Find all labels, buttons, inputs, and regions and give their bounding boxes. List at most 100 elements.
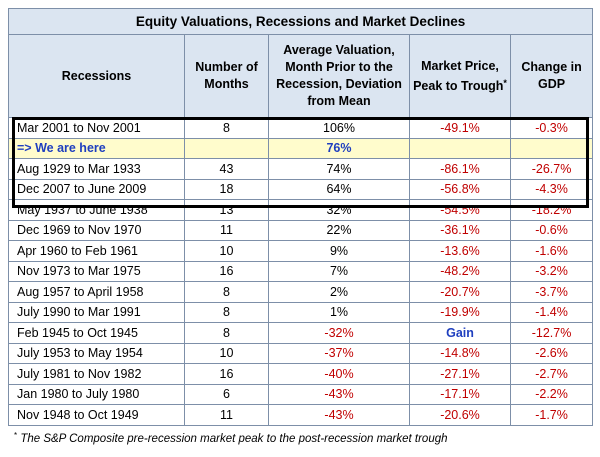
cell-months: 8 <box>184 322 269 344</box>
cell-recession: Nov 1948 to Oct 1949 <box>8 404 185 426</box>
cell-valuation: -40% <box>268 363 410 385</box>
cell-months: 18 <box>184 178 269 200</box>
cell-gdp: -2.7% <box>509 363 594 385</box>
cell-market-price: -20.7% <box>409 281 511 303</box>
recessions-table: Equity Valuations, Recessions and Market… <box>7 8 594 426</box>
cell-recession: Jan 1980 to July 1980 <box>8 383 185 405</box>
header-gdp: Change in GDP <box>509 34 594 118</box>
cell-months: 10 <box>184 240 269 262</box>
cell-months: 8 <box>184 117 269 139</box>
cell-recession: May 1937 to June 1938 <box>8 199 185 221</box>
cell-gdp: -12.7% <box>509 322 594 344</box>
cell-recession: July 1990 to Mar 1991 <box>8 301 185 323</box>
table-row: => We are here 76% <box>8 137 594 159</box>
cell-valuation: 9% <box>268 240 410 262</box>
cell-valuation: 76% <box>268 137 410 159</box>
cell-months: 11 <box>184 404 269 426</box>
cell-valuation: 64% <box>268 178 410 200</box>
cell-market-price: -36.1% <box>409 219 511 241</box>
cell-gdp: -4.3% <box>509 178 594 200</box>
table-row: Nov 1973 to Mar 1975 16 7% -48.2% -3.2% <box>8 260 594 282</box>
cell-valuation: 74% <box>268 158 410 180</box>
table-row: July 1981 to Nov 1982 16 -40% -27.1% -2.7% <box>8 363 594 385</box>
cell-months: 10 <box>184 342 269 364</box>
table-body: Mar 2001 to Nov 2001 8 106% -49.1% -0.3% => W… <box>8 117 594 426</box>
cell-market-price: -56.8% <box>409 178 511 200</box>
table-row: Aug 1957 to April 1958 8 2% -20.7% -3.7% <box>8 281 594 303</box>
cell-gdp: -2.6% <box>509 342 594 364</box>
cell-recession: July 1953 to May 1954 <box>8 342 185 364</box>
cell-market-price: -19.9% <box>409 301 511 323</box>
table-row: Dec 2007 to June 2009 18 64% -56.8% -4.3% <box>8 178 594 200</box>
cell-months: 16 <box>184 363 269 385</box>
header-market-price: Market Price, Peak to Trough* <box>409 34 511 118</box>
cell-valuation: 32% <box>268 199 410 221</box>
cell-market-price: -54.5% <box>409 199 511 221</box>
cell-gdp: -18.2% <box>509 199 594 221</box>
table-row: Mar 2001 to Nov 2001 8 106% -49.1% -0.3% <box>8 117 594 139</box>
cell-valuation: 7% <box>268 260 410 282</box>
cell-months: 43 <box>184 158 269 180</box>
cell-months: 13 <box>184 199 269 221</box>
footnote: * The S&P Composite pre-recession market… <box>14 431 448 445</box>
cell-gdp: -2.2% <box>509 383 594 405</box>
cell-market-price: -48.2% <box>409 260 511 282</box>
cell-gdp: -26.7% <box>509 158 594 180</box>
table-row: July 1990 to Mar 1991 8 1% -19.9% -1.4% <box>8 301 594 323</box>
header-valuation: Average Valuation, Month Prior to the Rece… <box>268 34 410 118</box>
cell-gdp: -0.3% <box>509 117 594 139</box>
table-row: Dec 1969 to Nov 1970 11 22% -36.1% -0.6% <box>8 219 594 241</box>
cell-valuation: 2% <box>268 281 410 303</box>
cell-valuation: -32% <box>268 322 410 344</box>
cell-gdp: -3.7% <box>509 281 594 303</box>
cell-valuation: -43% <box>268 404 410 426</box>
cell-months: 16 <box>184 260 269 282</box>
cell-recession: Mar 2001 to Nov 2001 <box>8 117 185 139</box>
table-row: Nov 1948 to Oct 1949 11 -43% -20.6% -1.7% <box>8 404 594 426</box>
cell-valuation: -37% <box>268 342 410 364</box>
cell-gdp: -1.4% <box>509 301 594 323</box>
cell-valuation: 1% <box>268 301 410 323</box>
header-recessions: Recessions <box>8 34 185 118</box>
cell-recession: Aug 1957 to April 1958 <box>8 281 185 303</box>
cell-months: 8 <box>184 281 269 303</box>
table-row: July 1953 to May 1954 10 -37% -14.8% -2.6% <box>8 342 594 364</box>
cell-market-price: -86.1% <box>409 158 511 180</box>
cell-recession: Aug 1929 to Mar 1933 <box>8 158 185 180</box>
cell-months: 8 <box>184 301 269 323</box>
table-row: Jan 1980 to July 1980 6 -43% -17.1% -2.2% <box>8 383 594 405</box>
cell-valuation: -43% <box>268 383 410 405</box>
cell-gdp: -3.2% <box>509 260 594 282</box>
table-title: Equity Valuations, Recessions and Market… <box>7 8 594 35</box>
cell-market-price: -17.1% <box>409 383 511 405</box>
cell-market-price: -20.6% <box>409 404 511 426</box>
cell-gdp: -1.7% <box>509 404 594 426</box>
cell-market-price: -14.8% <box>409 342 511 364</box>
table-row: May 1937 to June 1938 13 32% -54.5% -18.2% <box>8 199 594 221</box>
table-row: Aug 1929 to Mar 1933 43 74% -86.1% -26.7% <box>8 158 594 180</box>
cell-recession: Nov 1973 to Mar 1975 <box>8 260 185 282</box>
cell-recession: July 1981 to Nov 1982 <box>8 363 185 385</box>
cell-gdp: -0.6% <box>509 219 594 241</box>
cell-market-price: -13.6% <box>409 240 511 262</box>
cell-recession: Dec 2007 to June 2009 <box>8 178 185 200</box>
cell-valuation: 22% <box>268 219 410 241</box>
cell-market-price: -27.1% <box>409 363 511 385</box>
cell-market-price: Gain <box>409 322 511 344</box>
cell-recession: Apr 1960 to Feb 1961 <box>8 240 185 262</box>
cell-months: 11 <box>184 219 269 241</box>
cell-valuation: 106% <box>268 117 410 139</box>
cell-recession: Dec 1969 to Nov 1970 <box>8 219 185 241</box>
cell-gdp: -1.6% <box>509 240 594 262</box>
cell-months <box>184 137 269 159</box>
cell-months: 6 <box>184 383 269 405</box>
cell-recession: Feb 1945 to Oct 1945 <box>8 322 185 344</box>
header-months: Number of Months <box>184 34 269 118</box>
cell-recession: => We are here <box>8 137 185 159</box>
table-row: Feb 1945 to Oct 1945 8 -32% Gain -12.7% <box>8 322 594 344</box>
table-row: Apr 1960 to Feb 1961 10 9% -13.6% -1.6% <box>8 240 594 262</box>
cell-gdp <box>509 137 594 159</box>
cell-market-price <box>409 137 511 159</box>
cell-market-price: -49.1% <box>409 117 511 139</box>
